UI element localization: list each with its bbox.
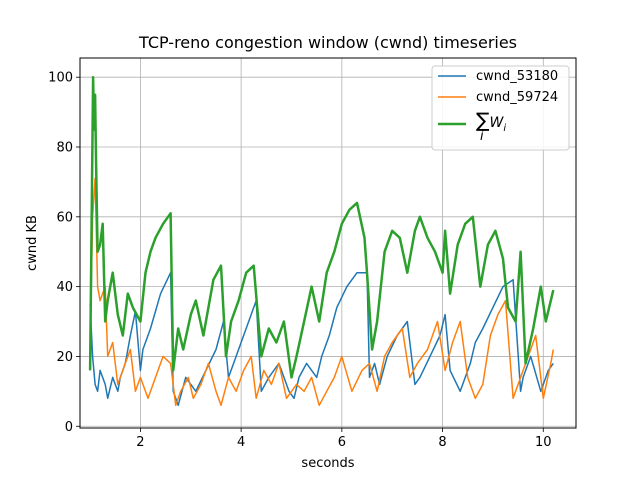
sum-subscript: i	[503, 123, 506, 134]
x-axis-label: seconds	[301, 456, 354, 471]
series-line-2	[88, 75, 555, 379]
x-tick-label: 8	[438, 435, 446, 450]
y-tick-label: 40	[56, 280, 73, 295]
sum-symbol: ∑	[476, 108, 490, 132]
y-tick-label: 0	[65, 420, 73, 435]
x-tick-label: 2	[136, 435, 144, 450]
series-line-1	[89, 177, 555, 407]
x-tick-label: 6	[338, 435, 346, 450]
series-lines	[88, 75, 555, 407]
x-tick-label: 4	[237, 435, 245, 450]
x-tick-label: 10	[535, 435, 552, 450]
y-tick-label: 20	[56, 350, 73, 365]
legend-label-sum-wi: ∑Wi	[476, 108, 506, 134]
legend: cwnd_53180 cwnd_59724 ∑Wi i	[431, 65, 570, 151]
legend-label-cwnd-59724: cwnd_59724	[476, 90, 558, 105]
y-tick-label: 60	[56, 210, 73, 225]
legend-label-cwnd-53180: cwnd_53180	[476, 69, 558, 84]
chart-title: TCP-reno congestion window (cwnd) timese…	[138, 33, 517, 52]
y-axis-label: cwnd KB	[25, 215, 40, 271]
sum-variable: W	[489, 115, 504, 131]
y-tick-label: 80	[56, 141, 73, 156]
y-tick-label: 100	[48, 71, 73, 86]
sum-index-label: i	[480, 129, 484, 144]
legend-box	[431, 65, 570, 151]
plot-area-frame	[79, 57, 577, 429]
